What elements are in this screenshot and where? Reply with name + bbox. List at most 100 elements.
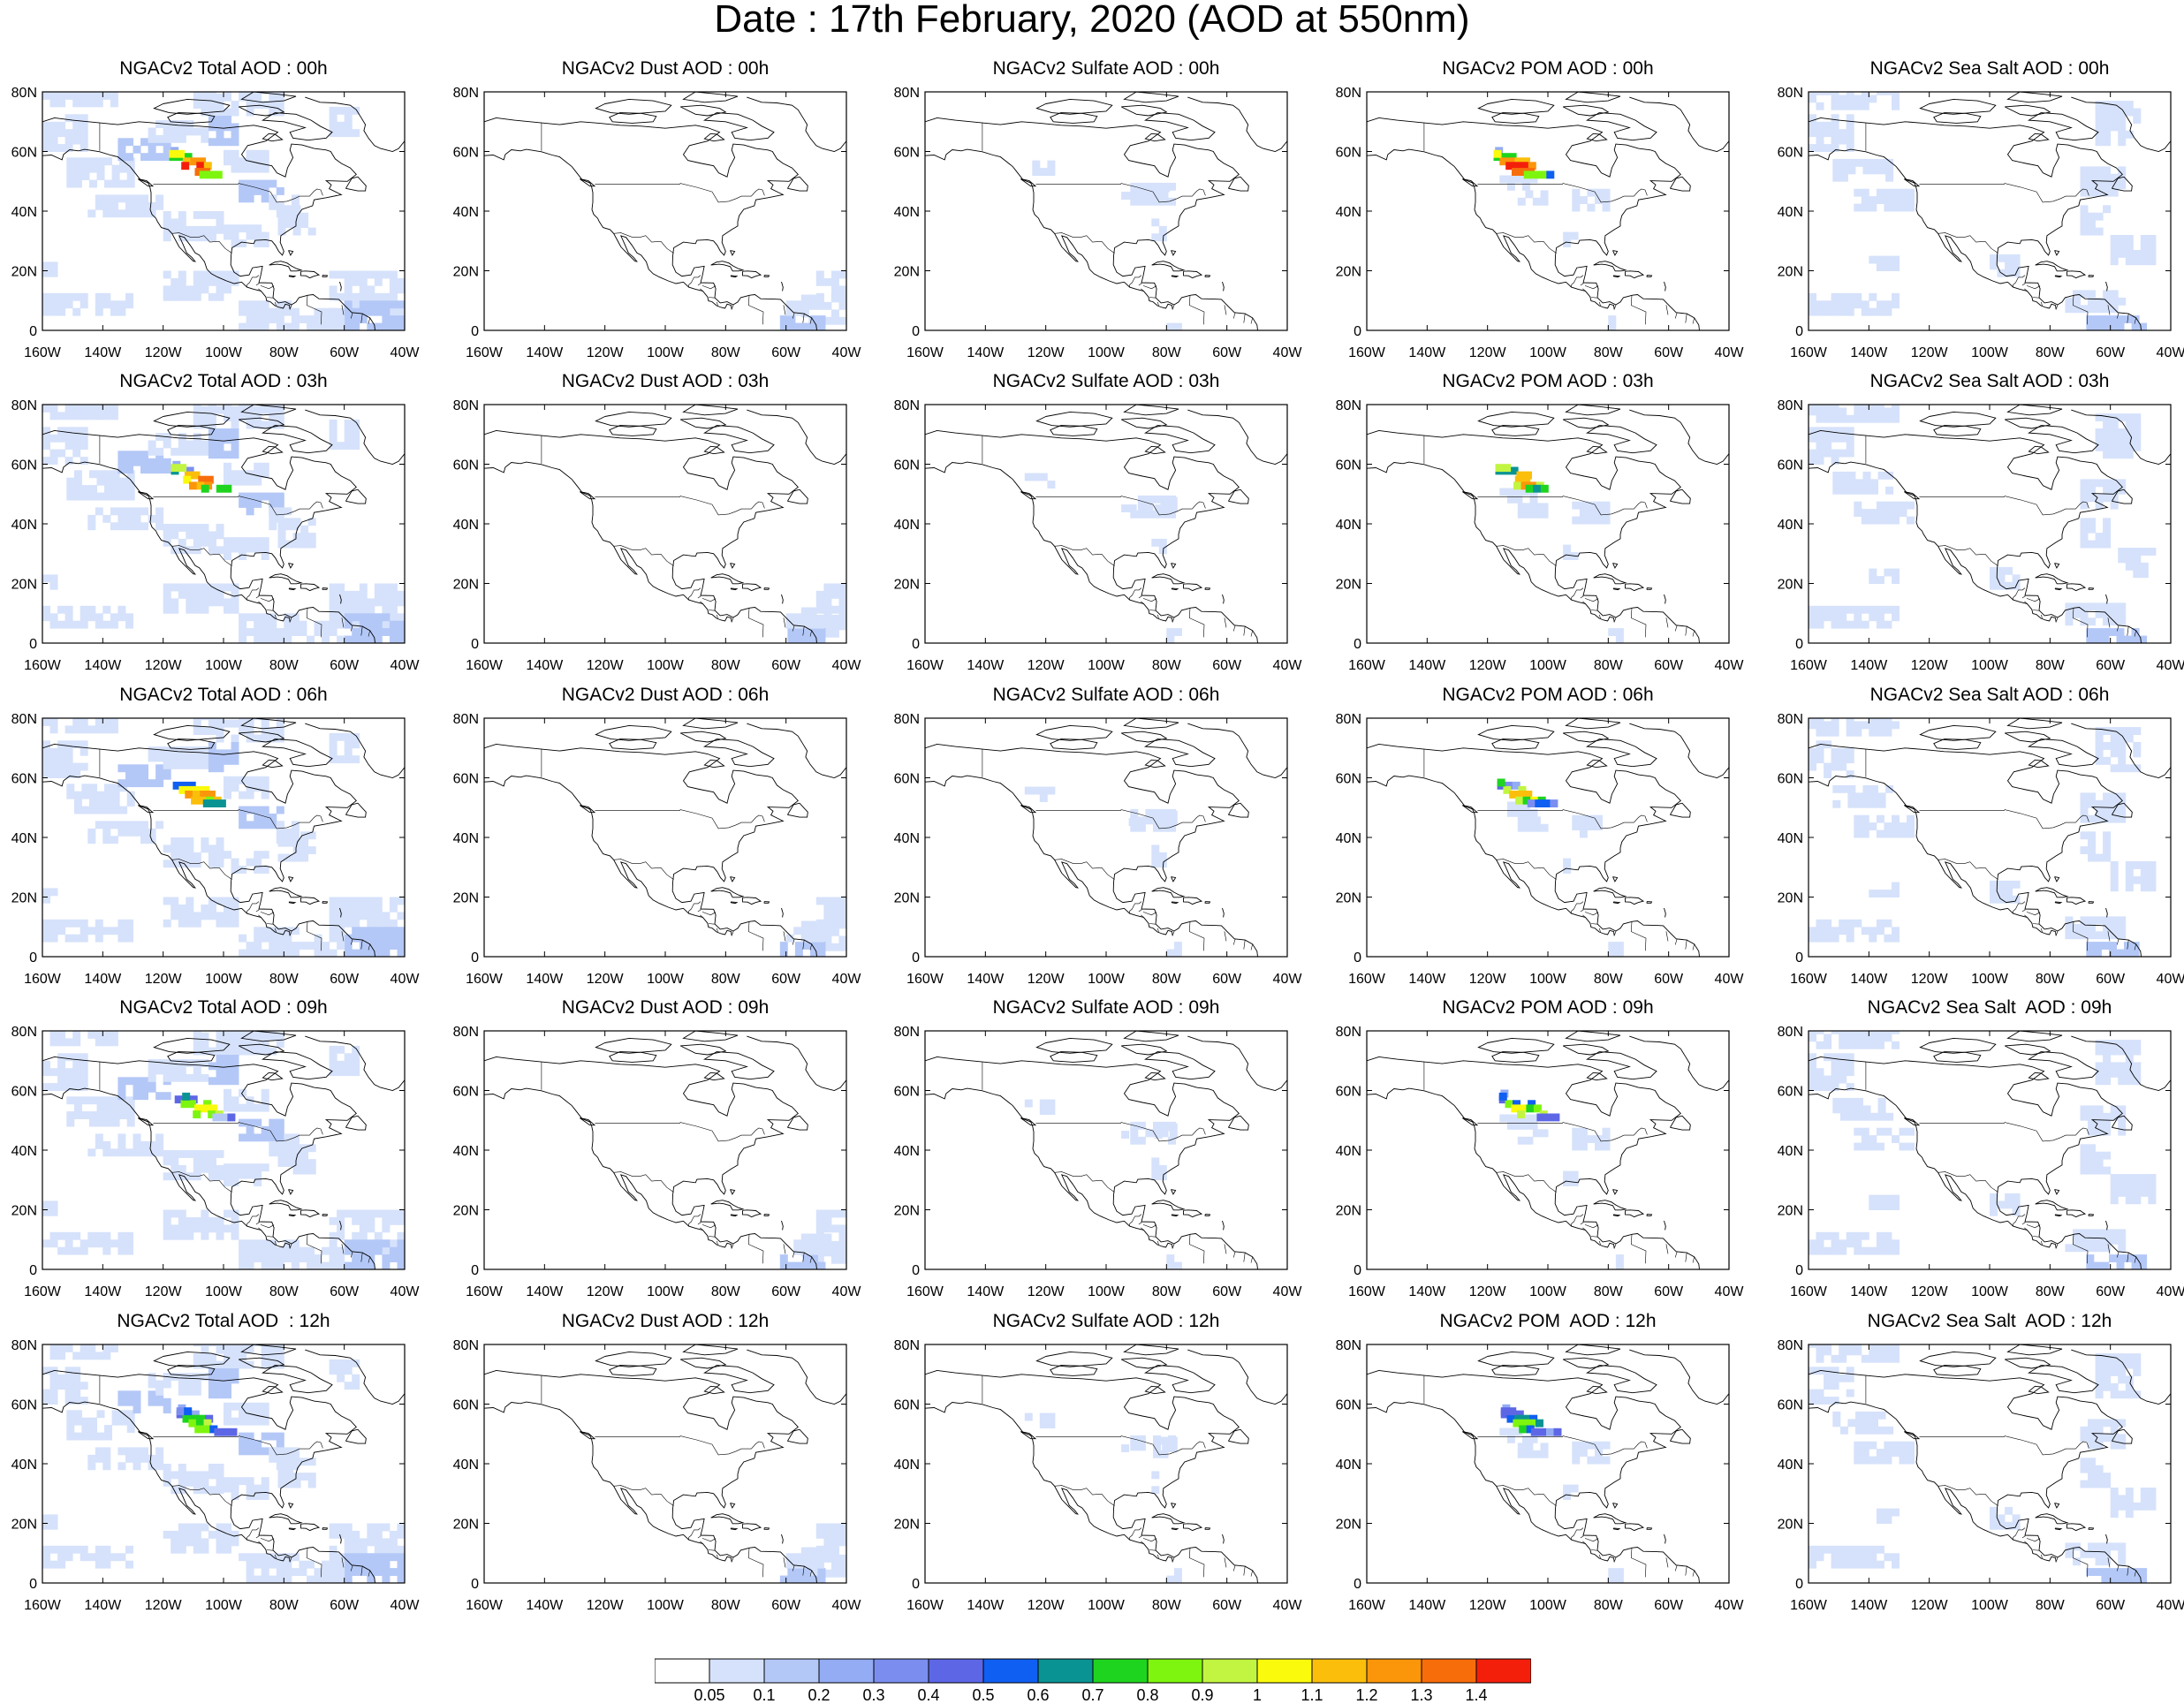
colorbar-label: 0.1 bbox=[753, 1687, 775, 1703]
lon-tick-label: 80W bbox=[2036, 345, 2066, 360]
aod-field bbox=[42, 398, 406, 643]
coastlines bbox=[484, 1344, 846, 1583]
lat-tick-label: 20N bbox=[453, 1518, 479, 1533]
lon-tick-label: 40W bbox=[2157, 658, 2184, 673]
lon-tick-label: 160W bbox=[1790, 658, 1828, 673]
lon-tick-label: 80W bbox=[1594, 658, 1624, 673]
lon-tick-label: 40W bbox=[1273, 972, 1303, 987]
lon-tick-label: 140W bbox=[967, 972, 1005, 987]
lat-tick-label: 80N bbox=[894, 86, 920, 101]
lon-tick-label: 100W bbox=[1088, 658, 1126, 673]
lon-tick-label: 120W bbox=[145, 1284, 183, 1299]
lon-tick-label: 100W bbox=[205, 1598, 243, 1613]
lat-tick-label: 0 bbox=[29, 1577, 37, 1592]
lon-tick-label: 120W bbox=[1911, 658, 1949, 673]
lat-tick-label: 60N bbox=[1336, 772, 1361, 787]
aod-field bbox=[484, 92, 847, 331]
lon-tick-label: 80W bbox=[711, 1284, 741, 1299]
lon-tick-label: 40W bbox=[391, 658, 421, 673]
lat-tick-label: 0 bbox=[1795, 1577, 1803, 1592]
lat-tick-label: 40N bbox=[1778, 831, 1803, 846]
panel-title: NGACv2 Sea Salt AOD : 12h bbox=[1809, 1311, 2171, 1332]
lon-tick-label: 40W bbox=[1715, 972, 1745, 987]
lat-tick-label: 60N bbox=[894, 772, 920, 787]
map-frame bbox=[925, 405, 1287, 643]
lat-tick-label: 60N bbox=[11, 1085, 37, 1100]
aod-field bbox=[1367, 92, 1729, 331]
lon-tick-label: 120W bbox=[145, 1598, 183, 1613]
coastlines bbox=[925, 1344, 1287, 1583]
lat-tick-label: 80N bbox=[1336, 1338, 1361, 1353]
lon-tick-label: 140W bbox=[84, 658, 122, 673]
lon-tick-label: 120W bbox=[1911, 972, 1949, 987]
lat-tick-label: 0 bbox=[1354, 1263, 1361, 1278]
lon-tick-label: 80W bbox=[1152, 972, 1182, 987]
lon-tick-label: 80W bbox=[2036, 1598, 2066, 1613]
lat-tick-label: 60N bbox=[1778, 458, 1803, 473]
lon-tick-label: 60W bbox=[2096, 1598, 2126, 1613]
colorbar-swatch bbox=[1367, 1659, 1422, 1683]
lon-tick-label: 100W bbox=[205, 658, 243, 673]
aod-field bbox=[1809, 1340, 2171, 1584]
aod-colorbar bbox=[655, 1658, 1531, 1685]
lat-tick-label: 60N bbox=[1336, 146, 1361, 161]
lon-tick-label: 60W bbox=[330, 658, 360, 673]
panel-title: NGACv2 Sulfate AOD : 09h bbox=[925, 997, 1287, 1019]
lat-tick-label: 40N bbox=[453, 1458, 479, 1473]
lat-tick-label: 0 bbox=[912, 1577, 920, 1592]
lat-tick-label: 60N bbox=[453, 1085, 479, 1100]
lon-tick-label: 160W bbox=[24, 1598, 62, 1613]
lon-tick-label: 60W bbox=[2096, 658, 2126, 673]
panel-title: NGACv2 POM AOD : 09h bbox=[1367, 997, 1729, 1019]
lon-tick-label: 40W bbox=[1715, 658, 1745, 673]
lon-tick-label: 160W bbox=[466, 658, 504, 673]
lon-tick-label: 120W bbox=[587, 345, 625, 360]
lon-tick-label: 60W bbox=[771, 972, 801, 987]
colorbar-swatch bbox=[709, 1659, 764, 1683]
coastlines bbox=[484, 92, 846, 330]
lon-tick-label: 120W bbox=[587, 972, 625, 987]
lat-tick-label: 80N bbox=[894, 1025, 920, 1040]
coastlines bbox=[484, 1031, 846, 1269]
colorbar-swatch bbox=[1422, 1659, 1476, 1683]
lon-tick-label: 40W bbox=[1273, 1598, 1303, 1613]
lon-tick-label: 40W bbox=[391, 972, 421, 987]
map-frame bbox=[484, 92, 846, 330]
lon-tick-label: 160W bbox=[1348, 658, 1386, 673]
lat-tick-label: 20N bbox=[11, 1518, 37, 1533]
coastlines bbox=[1367, 405, 1729, 643]
colorbar-swatch bbox=[1093, 1659, 1148, 1683]
lon-tick-label: 60W bbox=[1212, 345, 1242, 360]
lon-tick-label: 140W bbox=[967, 1598, 1005, 1613]
lat-tick-label: 80N bbox=[11, 712, 37, 727]
lat-tick-label: 20N bbox=[1336, 891, 1361, 906]
lon-tick-label: 120W bbox=[1911, 1284, 1949, 1299]
lon-tick-label: 60W bbox=[1212, 972, 1242, 987]
lon-tick-label: 160W bbox=[466, 1598, 504, 1613]
aod-field bbox=[42, 1025, 406, 1269]
lat-tick-label: 80N bbox=[894, 398, 920, 413]
aod-field bbox=[1367, 1031, 1729, 1270]
lon-tick-label: 60W bbox=[2096, 1284, 2126, 1299]
lat-tick-label: 40N bbox=[453, 1144, 479, 1159]
colorbar-label: 1.1 bbox=[1301, 1687, 1323, 1703]
colorbar-swatch bbox=[1148, 1659, 1202, 1683]
lat-tick-label: 60N bbox=[894, 1085, 920, 1100]
lat-tick-label: 60N bbox=[453, 458, 479, 473]
lon-tick-label: 40W bbox=[2157, 345, 2184, 360]
